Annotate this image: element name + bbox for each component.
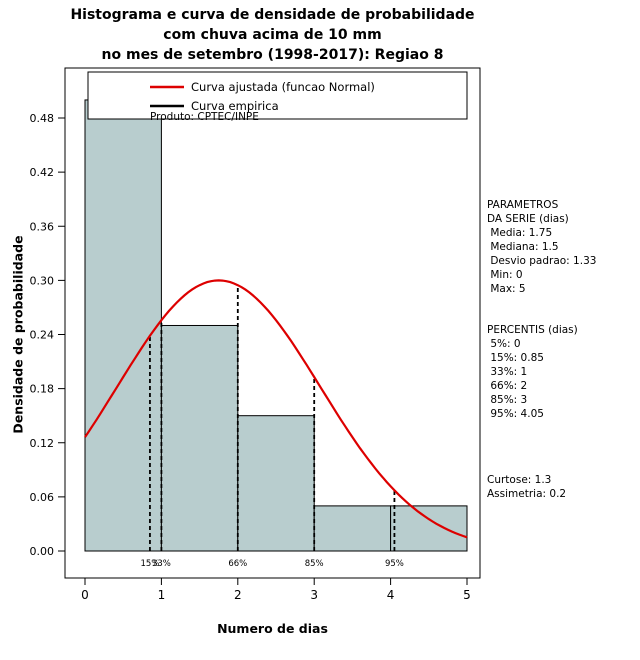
- histogram-bar: [237, 415, 315, 552]
- x-tick-label: 4: [387, 588, 395, 602]
- y-tick-label: 0.42: [30, 166, 55, 179]
- x-tick-label: 1: [158, 588, 166, 602]
- side-panel-line: Assimetria: 0.2: [487, 488, 567, 500]
- side-panel-line: 5%: 0: [487, 338, 521, 350]
- percentile-label: 33%: [152, 559, 171, 569]
- percentile-label: 66%: [228, 559, 247, 569]
- side-panel-line: Media: 1.75: [487, 227, 553, 239]
- side-panel-line: 33%: 1: [487, 366, 528, 378]
- percentile-label: 85%: [305, 559, 324, 569]
- side-panel-line: Curtose: 1.3: [487, 474, 552, 486]
- legend-box: [87, 71, 468, 120]
- x-tick-label: 2: [234, 588, 242, 602]
- side-panel-line: Desvio padrao: 1.33: [487, 255, 597, 267]
- side-panel-line: 95%: 4.05: [487, 408, 544, 420]
- x-tick-label: 3: [310, 588, 318, 602]
- histogram-bar: [390, 505, 468, 552]
- side-panel-section-parametros: PARAMETROS DA SERIE (dias) Media: 1.75 Me…: [487, 198, 596, 296]
- y-tick-label: 0.48: [30, 112, 55, 125]
- side-panel-line: Mediana: 1.5: [487, 241, 559, 253]
- percentile-label: 15%: [140, 559, 159, 569]
- x-tick-label: 0: [81, 588, 89, 602]
- chart-title-line3: no mes de setembro (1998-2017): Regiao 8: [101, 47, 444, 63]
- y-tick-label: 0.06: [30, 491, 55, 504]
- histogram-bar: [84, 99, 162, 552]
- percentile-label: 95%: [385, 559, 404, 569]
- side-panel-line: DA SERIE (dias): [487, 213, 569, 225]
- y-tick-label: 0.24: [30, 329, 55, 342]
- side-panel-line: Min: 0: [487, 269, 523, 281]
- side-panel-line: 66%: 2: [487, 380, 528, 392]
- plot-border: [64, 67, 481, 579]
- histogram-bar: [313, 505, 392, 552]
- chart-title: Histograma e curva de densidade de proba…: [0, 5, 545, 65]
- side-panel-line: 15%: 0.85: [487, 352, 544, 364]
- legend-label-fitted: Curva ajustada (funcao Normal): [191, 80, 375, 94]
- chart-title-line1: Histograma e curva de densidade de proba…: [70, 7, 475, 23]
- y-tick-label: 0.00: [30, 545, 55, 558]
- legend-label-empirical: Curva empirica: [191, 99, 279, 113]
- chart-title-line2: com chuva acima de 10 mm: [163, 27, 382, 43]
- histogram-bar: [160, 324, 239, 552]
- side-panel-line: PERCENTIS (dias): [487, 324, 578, 336]
- y-tick-label: 0.12: [30, 437, 55, 450]
- y-tick-label: 0.36: [30, 220, 55, 233]
- y-tick-label: 0.30: [30, 274, 55, 287]
- side-panel-line: 85%: 3: [487, 394, 528, 406]
- x-tick-label: 5: [463, 588, 471, 602]
- y-axis-label: Densidade de probabilidade: [10, 235, 26, 434]
- fitted-curve: [84, 279, 468, 539]
- side-panel-section-momentos: Curtose: 1.3 Assimetria: 0.2: [487, 473, 566, 501]
- product-annotation: Produto: CPTEC/INPE: [150, 111, 259, 123]
- side-panel-line: PARAMETROS: [487, 199, 559, 211]
- y-tick-label: 0.18: [30, 383, 55, 396]
- x-axis-label: Numero de dias: [217, 621, 328, 636]
- side-panel-section-percentis: PERCENTIS (dias) 5%: 0 15%: 0.85 33%: 1 …: [487, 323, 578, 421]
- side-panel-line: Max: 5: [487, 283, 526, 295]
